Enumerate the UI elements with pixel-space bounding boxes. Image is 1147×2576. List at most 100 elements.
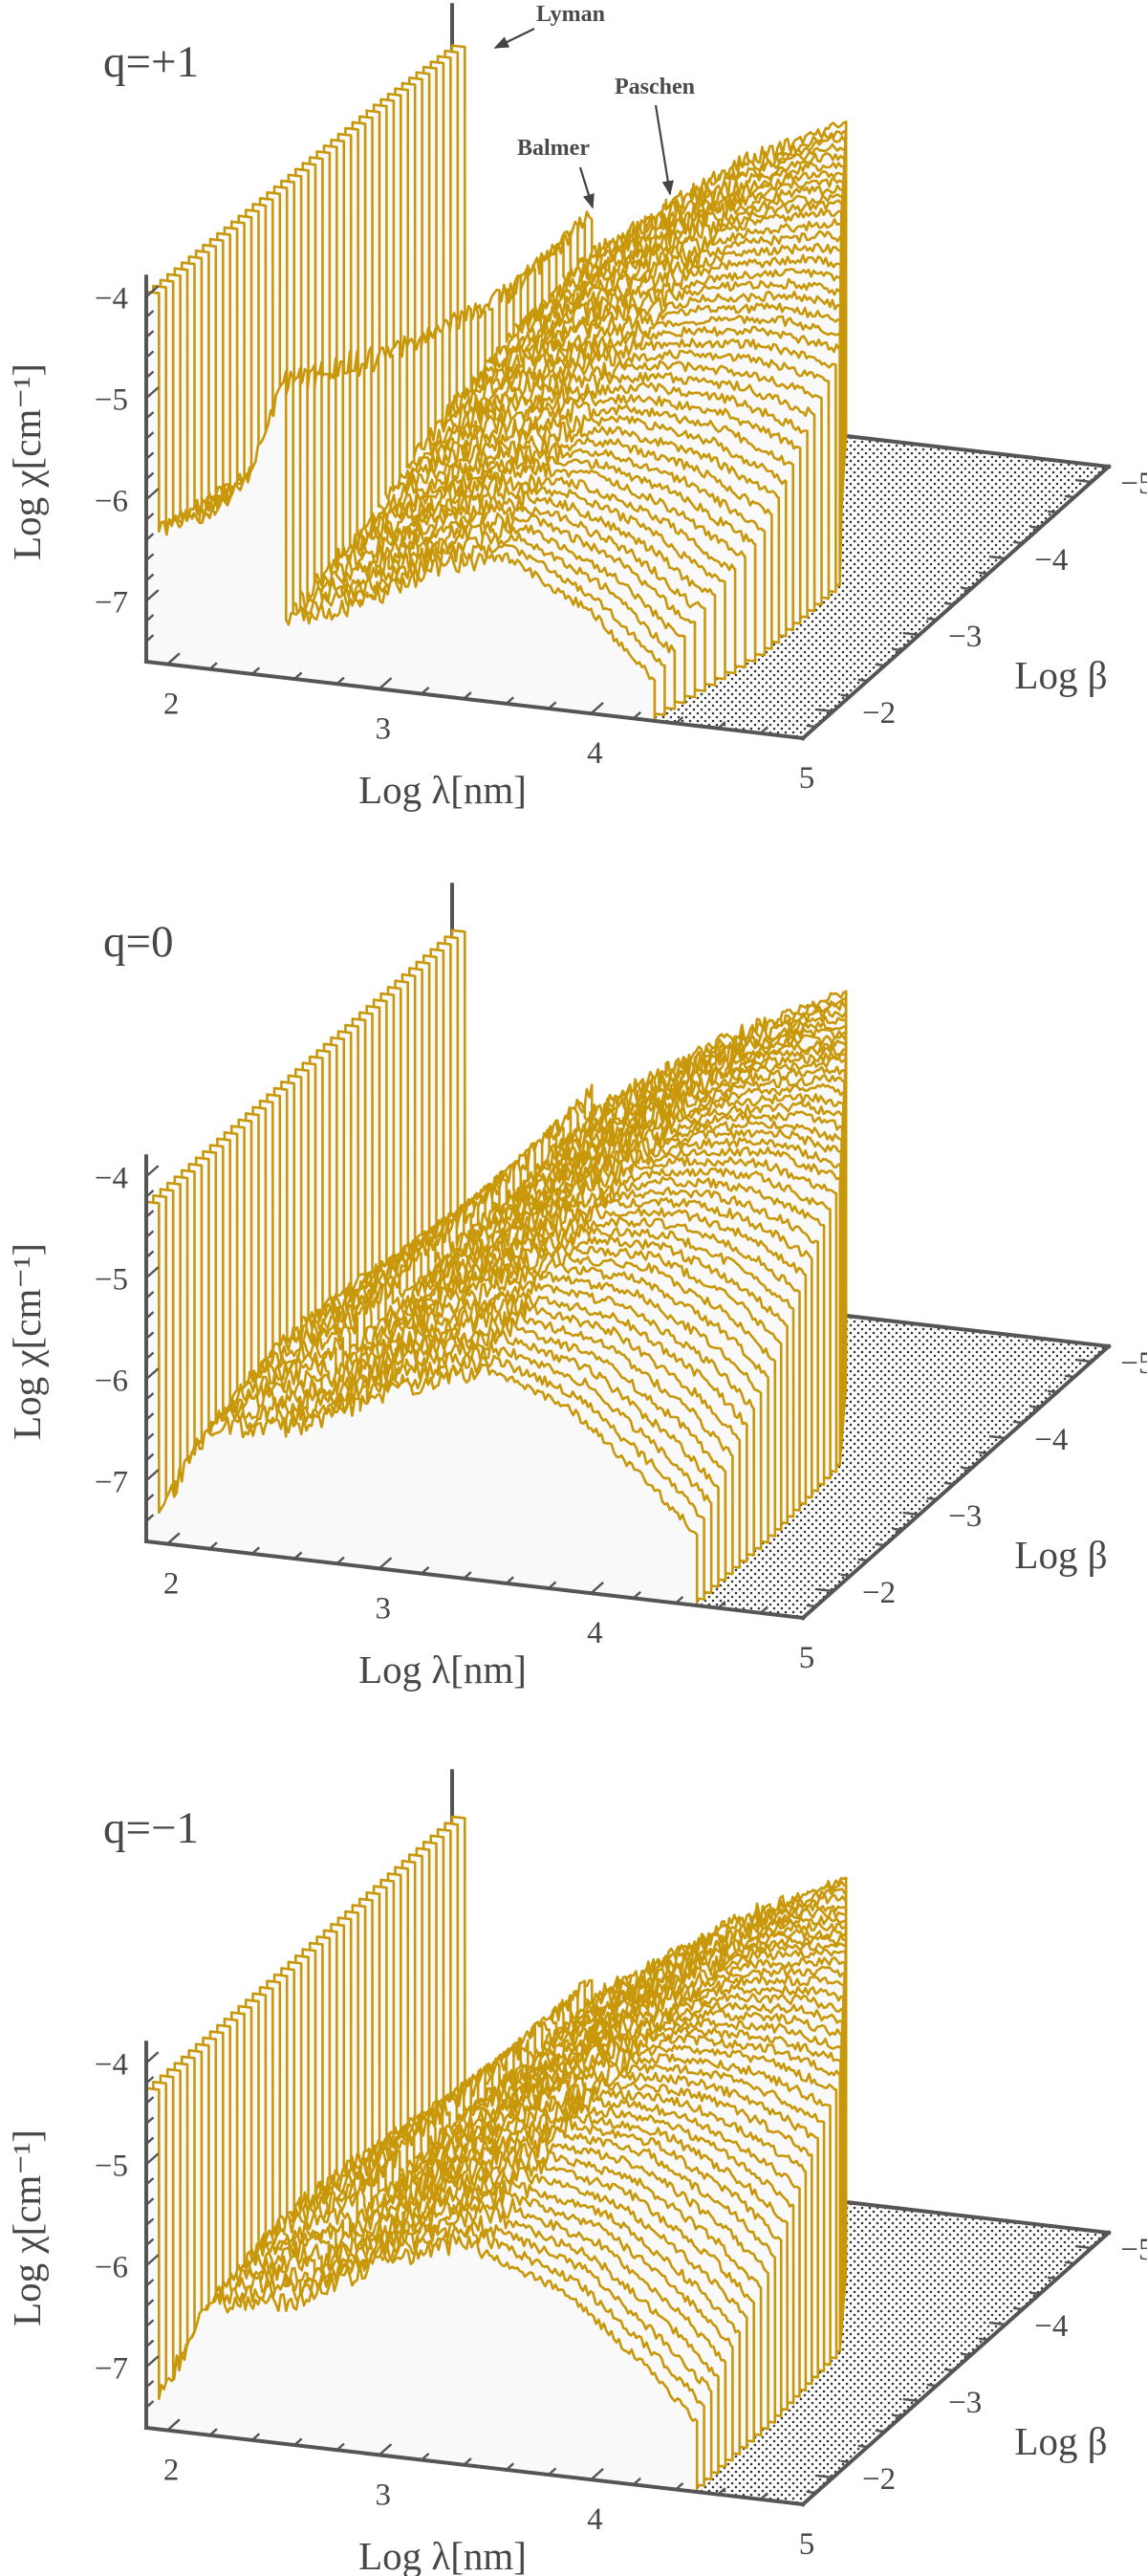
x-tick-mark: [463, 691, 472, 700]
y-tick-mark: [145, 1351, 155, 1361]
beta-axis-title: Log β: [1014, 653, 1107, 697]
y-axis-title: Log χ[cm⁻¹]: [5, 2129, 49, 2326]
x-tick-mark: [166, 652, 181, 666]
beta-tick-label: −5: [1120, 467, 1147, 501]
y-tick-mark: [145, 589, 160, 602]
x-tick-label: 2: [163, 688, 180, 722]
annotation-balmer: Balmer: [517, 136, 590, 161]
beta-tick-mark: [943, 1481, 954, 1486]
beta-tick-mark: [1047, 2276, 1058, 2281]
beta-tick-label: −5: [1120, 1346, 1147, 1381]
beta-tick-mark: [816, 1587, 833, 1593]
y-tick-mark: [145, 488, 160, 501]
beta-axis-title: Log β: [1014, 1533, 1107, 1577]
x-tick-label: 4: [587, 736, 603, 771]
x-tick-label: 2: [163, 1567, 180, 1602]
x-axis-title: Log λ[nm]: [358, 768, 527, 812]
beta-tick-mark: [1047, 510, 1058, 514]
beta-axis-line: [800, 2230, 1112, 2507]
y-tick-mark: [145, 2254, 160, 2267]
y-tick-mark: [145, 2197, 155, 2206]
x-tick-label: 4: [587, 1616, 603, 1650]
x-tick-label: 4: [587, 2502, 603, 2537]
beta-tick-mark: [1098, 1343, 1110, 1348]
x-tick-mark: [759, 726, 768, 734]
x-tick-mark: [675, 715, 684, 725]
x-tick-mark: [378, 2443, 393, 2456]
beta-tick-mark: [988, 2321, 1006, 2326]
y-tick-label: −5: [95, 2149, 128, 2183]
beta-tick-mark: [840, 1573, 851, 1578]
x-tick-mark: [208, 1541, 218, 1550]
y-tick-label: −4: [95, 1161, 128, 1195]
beta-tick-label: −4: [1034, 1423, 1068, 1457]
y-tick-mark: [145, 431, 155, 440]
beta-tick-mark: [926, 2383, 937, 2388]
x-tick-mark: [717, 1601, 726, 1609]
y-tick-label: −5: [95, 382, 128, 417]
y-tick-mark: [145, 1190, 155, 1198]
spectra-curves: [144, 44, 848, 723]
beta-tick-label: −5: [1120, 2233, 1147, 2267]
y-tick-mark: [145, 614, 155, 622]
x-tick-mark: [166, 1532, 181, 1545]
y-tick-mark: [145, 2076, 155, 2085]
beta-tick-mark: [875, 2429, 885, 2434]
y-tick-mark: [145, 1367, 160, 1381]
x-tick-mark: [251, 1546, 261, 1555]
x-tick-label: 3: [376, 2478, 392, 2512]
beta-tick-mark: [1064, 1374, 1075, 1379]
y-tick-mark: [145, 285, 160, 298]
x-tick-label: 3: [376, 1591, 392, 1626]
panel-q-0: 2 3 4 5 −4 −5 −6 −7 −2 −3 −4 −5 Log λ[nm] Log β Log χ[…: [5, 883, 1147, 1692]
x-tick-mark: [632, 710, 641, 720]
beta-tick-mark: [816, 2474, 833, 2479]
y-tick-label: −7: [95, 585, 128, 620]
y-tick-mark: [145, 1412, 155, 1421]
panel-label: q=+1: [103, 37, 199, 87]
panel-label: q=−1: [103, 1803, 199, 1853]
y-tick-mark: [145, 2319, 155, 2327]
panel-q-plus-1: 2 3 4 5 −4 −5 −6 −7 −2 −3 −4 −5 Log λ[nm] Log β Log χ[…: [5, 2, 1147, 812]
spectra-curves: [144, 1815, 848, 2494]
beta-tick-mark: [961, 586, 971, 591]
beta-tick-label: −3: [948, 2386, 982, 2420]
y-tick-mark: [145, 386, 160, 400]
y-tick-mark: [145, 1250, 155, 1259]
y-tick-mark: [145, 634, 155, 643]
x-tick-mark: [759, 2492, 768, 2500]
x-axis-title: Log λ[nm]: [358, 2534, 527, 2576]
y-tick-mark: [145, 310, 155, 318]
beta-axis-line: [800, 1343, 1112, 1621]
beta-tick-mark: [806, 1604, 816, 1608]
beta-tick-mark: [875, 1542, 885, 1547]
y-tick-mark: [145, 2339, 155, 2348]
beta-tick-mark: [857, 2444, 868, 2449]
annotation-arrow-lyman: [493, 28, 535, 49]
x-tick-mark: [632, 2477, 641, 2486]
y-tick-label: −7: [95, 1465, 128, 1499]
x-tick-mark: [293, 671, 303, 680]
beta-tick-mark: [892, 2413, 902, 2418]
beta-tick-mark: [1064, 494, 1075, 499]
x-tick-mark: [548, 2467, 557, 2476]
y-tick-mark: [145, 1469, 160, 1482]
x-tick-mark: [548, 1581, 557, 1589]
beta-tick-mark: [1029, 525, 1041, 530]
x-tick-mark: [208, 2428, 218, 2436]
beta-tick-mark: [978, 571, 988, 576]
beta-tick-mark: [1012, 540, 1023, 545]
x-tick-mark: [335, 1556, 345, 1565]
x-axis-line: [143, 1539, 806, 1621]
y-tick-mark: [145, 1392, 155, 1401]
x-tick-mark: [421, 2453, 430, 2461]
y-tick-mark: [145, 1210, 155, 1218]
x-tick-label: 5: [799, 2527, 815, 2562]
spectra-curves: [144, 928, 848, 1607]
beta-tick-mark: [840, 2459, 851, 2464]
y-tick-mark: [145, 471, 155, 481]
beta-tick-mark: [816, 708, 833, 713]
beta-tick-mark: [988, 1434, 1006, 1440]
y-tick-mark: [145, 451, 155, 460]
x-tick-mark: [421, 1566, 430, 1575]
